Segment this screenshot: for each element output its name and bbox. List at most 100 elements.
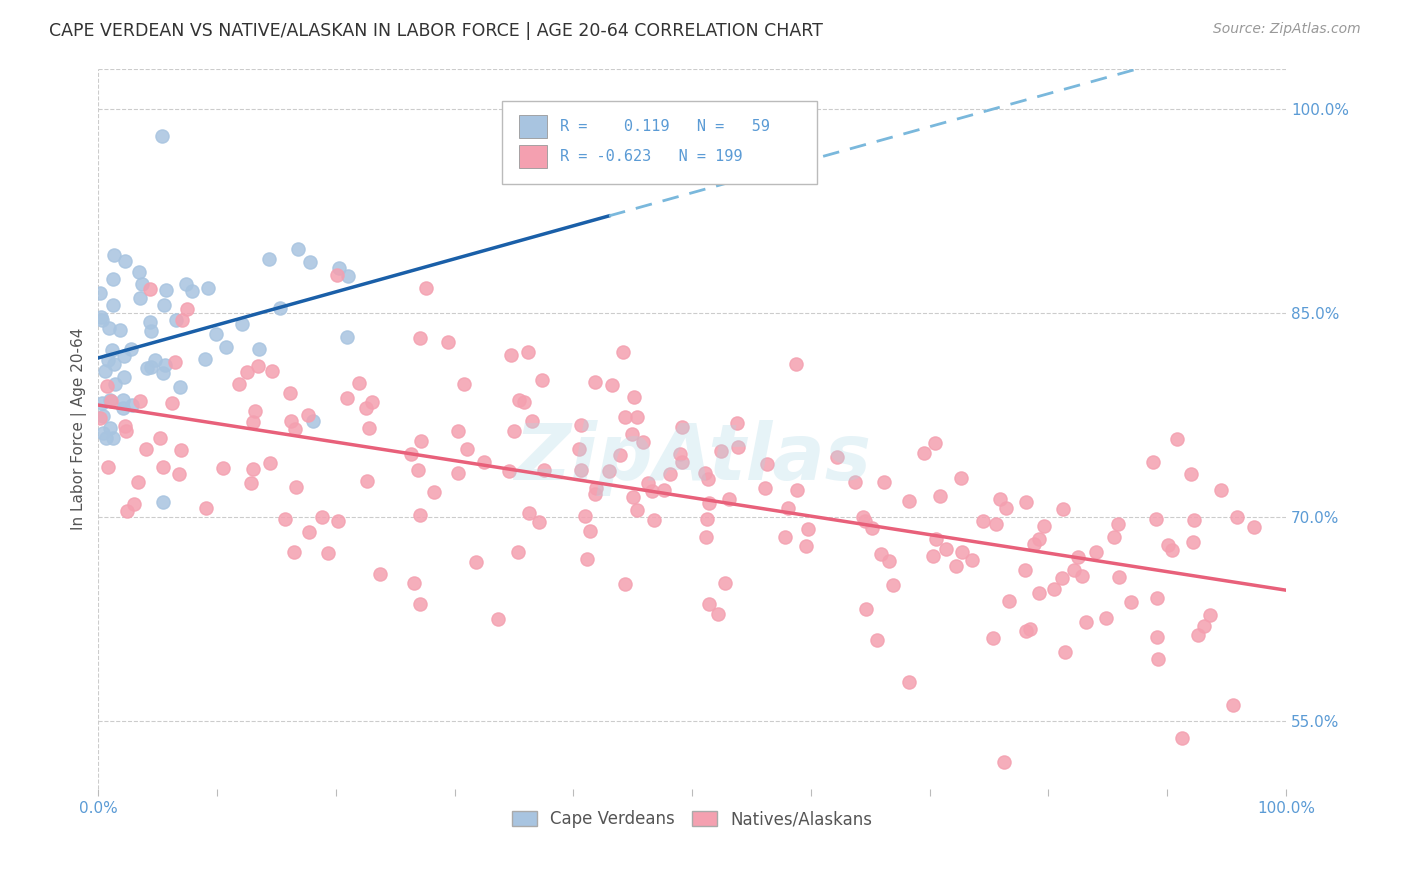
Point — [153, 358, 176, 372]
Point — [139, 282, 162, 296]
Point — [172, 313, 194, 327]
Point — [456, 442, 478, 456]
Point — [91, 409, 114, 423]
Point — [1033, 519, 1056, 533]
Point — [302, 414, 325, 428]
Point — [101, 298, 124, 312]
Point — [326, 268, 349, 283]
Point — [143, 353, 166, 368]
Point — [409, 434, 432, 448]
Point — [960, 553, 983, 567]
Point — [311, 510, 333, 524]
Point — [585, 481, 607, 495]
Point — [359, 420, 381, 434]
Point — [337, 268, 360, 283]
Point — [91, 426, 114, 441]
Point — [1043, 582, 1066, 596]
Point — [152, 367, 174, 381]
Point — [669, 447, 692, 461]
FancyBboxPatch shape — [519, 115, 547, 137]
Point — [1243, 519, 1265, 533]
Point — [785, 357, 807, 371]
Point — [1022, 537, 1045, 551]
Point — [508, 392, 530, 407]
Point — [853, 514, 876, 528]
Point — [139, 315, 162, 329]
Point — [236, 365, 259, 379]
Point — [152, 495, 174, 509]
Point — [453, 376, 475, 391]
Point — [754, 481, 776, 495]
Point — [114, 419, 136, 434]
Point — [1226, 510, 1249, 524]
Point — [246, 359, 269, 374]
Point — [697, 597, 720, 611]
Point — [519, 506, 541, 520]
FancyBboxPatch shape — [502, 101, 817, 184]
Point — [1028, 532, 1050, 546]
Point — [1146, 512, 1168, 526]
Point — [1222, 698, 1244, 712]
Point — [877, 554, 900, 568]
Point — [1102, 530, 1125, 544]
Point — [94, 431, 117, 445]
Point — [583, 375, 606, 389]
Point — [149, 431, 172, 445]
Point — [696, 472, 718, 486]
Point — [621, 490, 644, 504]
Point — [101, 272, 124, 286]
Point — [658, 467, 681, 481]
Point — [988, 492, 1011, 507]
Point — [153, 298, 176, 312]
Point — [1147, 652, 1170, 666]
Point — [1050, 571, 1073, 585]
Point — [574, 508, 596, 523]
Point — [336, 392, 359, 406]
Point — [1014, 563, 1036, 577]
Point — [1054, 645, 1077, 659]
Point — [1199, 607, 1222, 622]
Point — [1052, 502, 1074, 516]
Point — [583, 487, 606, 501]
Point — [128, 291, 150, 305]
Point — [131, 277, 153, 291]
Point — [437, 334, 460, 349]
Point — [127, 475, 149, 490]
Point — [924, 436, 946, 450]
Point — [503, 424, 526, 438]
Point — [94, 364, 117, 378]
Point — [950, 545, 973, 559]
Point — [328, 260, 350, 275]
Point — [949, 471, 972, 485]
Point — [898, 674, 921, 689]
Point — [631, 434, 654, 449]
Point — [1184, 513, 1206, 527]
Point — [1067, 549, 1090, 564]
Point — [797, 522, 820, 536]
Point — [239, 475, 262, 490]
Point — [103, 248, 125, 262]
Point — [167, 467, 190, 481]
Point — [135, 442, 157, 456]
Point — [197, 281, 219, 295]
Point — [671, 419, 693, 434]
Point — [614, 410, 637, 425]
Point — [90, 312, 112, 326]
Point — [194, 501, 217, 516]
Point — [517, 344, 540, 359]
Point — [103, 357, 125, 371]
Point — [90, 310, 112, 324]
Point — [1180, 467, 1202, 481]
Point — [259, 456, 281, 470]
Point — [465, 555, 488, 569]
Point — [299, 255, 322, 269]
Point — [356, 401, 378, 415]
Point — [1211, 483, 1233, 497]
Point — [508, 545, 530, 559]
Point — [725, 416, 748, 430]
Point — [579, 524, 602, 538]
Point — [499, 348, 522, 362]
Point — [98, 321, 121, 335]
Point — [211, 461, 233, 475]
Point — [316, 546, 339, 560]
